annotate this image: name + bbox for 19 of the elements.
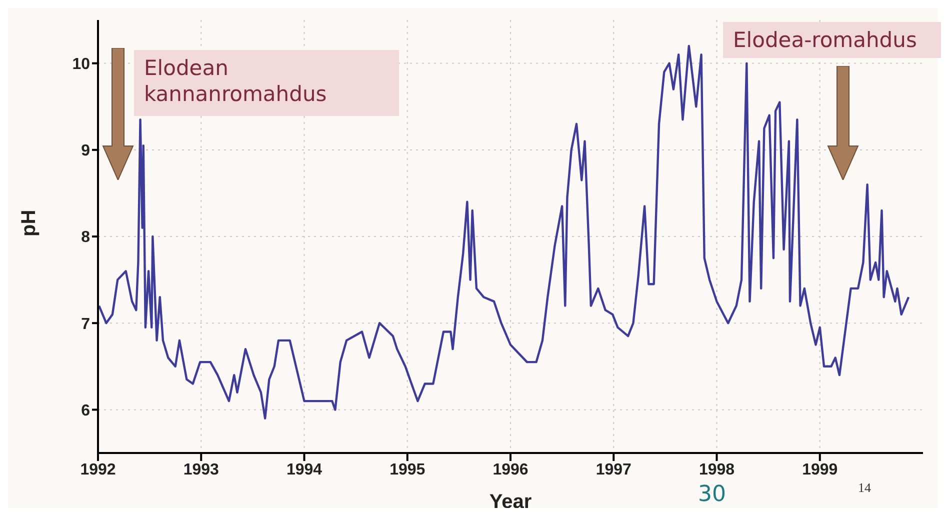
x-tick-label: 1994 [286,461,322,478]
x-tick-label: 1999 [802,461,838,478]
x-tick-label: 1993 [183,461,220,478]
annotation: Elodea-romahdus [733,27,918,53]
x-tick-label: 1998 [698,461,735,478]
y-tick-label: 6 [81,402,90,420]
y-axis-title: pH [18,210,40,236]
annotation: Elodean kannanromahdus [144,55,328,107]
y-tick-label: 7 [81,316,90,333]
x-tick-label: 1996 [492,461,528,478]
y-tick-label: 10 [72,56,90,73]
x-tick-label: 1997 [596,461,632,478]
x-tick-label: 1995 [390,461,426,478]
x-axis-title: Year [489,491,532,513]
text: 14 [858,480,871,496]
x-tick-label: 1992 [80,461,116,478]
y-tick-label: 8 [81,229,90,246]
text: 30 [698,482,726,507]
y-tick-label: 9 [81,142,90,160]
